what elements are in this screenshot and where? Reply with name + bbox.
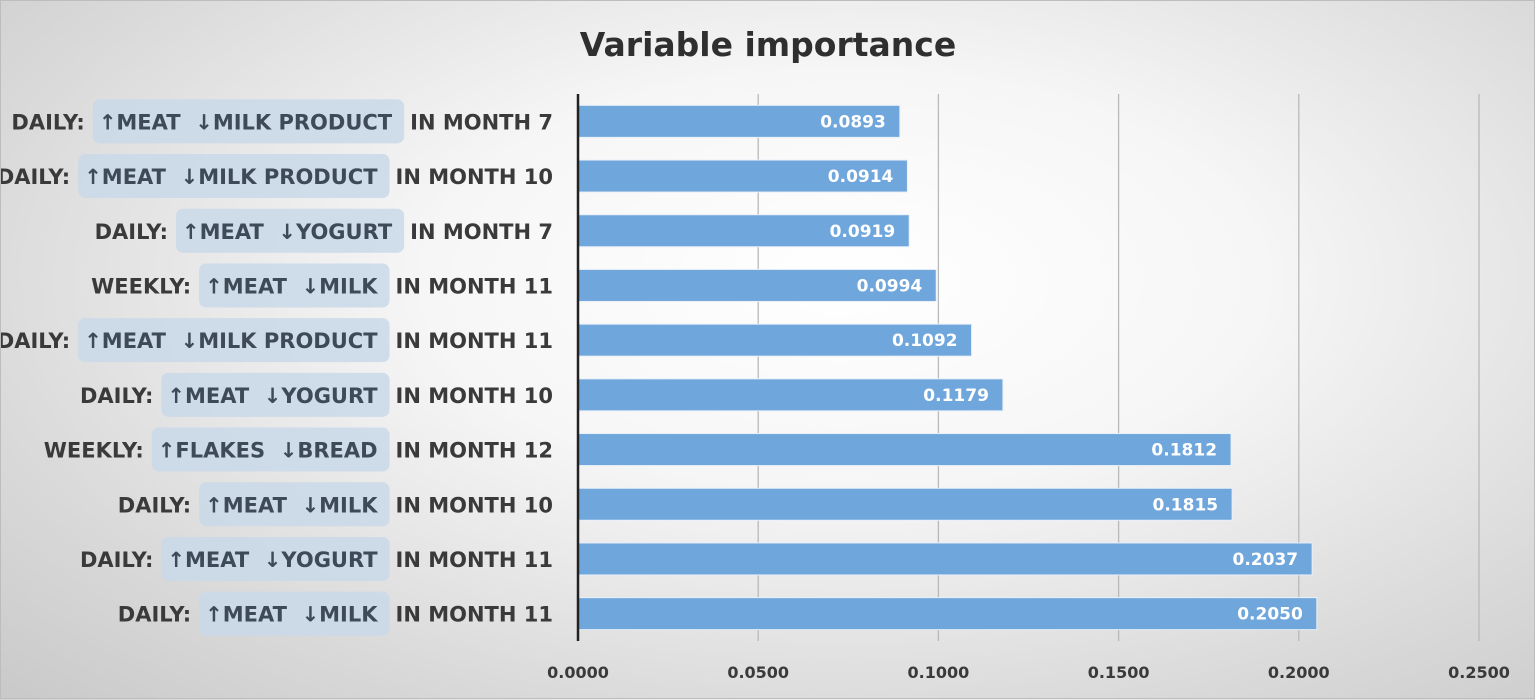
category-prefix: DAILY: <box>118 603 191 627</box>
category-label: IN MONTH 11 ↑MEAT ↓MILK DAILY: <box>118 591 553 636</box>
highlight-box <box>175 208 405 253</box>
data-label: 0.1812 <box>1151 441 1217 461</box>
category-label: IN MONTH 7 ↑MEAT ↓YOGURT DAILY: <box>95 208 553 253</box>
highlight-box <box>161 536 390 581</box>
bar <box>577 433 1232 467</box>
category-highlight: ↑MEAT ↓MILK PRODUCT <box>84 329 378 353</box>
category-suffix: IN MONTH 10 <box>396 493 553 517</box>
bar <box>577 378 1004 412</box>
category-highlight: ↑MEAT ↓YOGURT <box>167 384 378 408</box>
category-highlight: ↑MEAT ↓YOGURT <box>182 220 393 244</box>
highlight-box <box>161 372 390 417</box>
chart-title: Variable importance <box>580 25 956 64</box>
category-highlight: ↑MEAT ↓YOGURT <box>167 548 378 572</box>
category-label: IN MONTH 12 ↑FLAKES ↓BREAD WEEKLY: <box>44 427 553 472</box>
category-label: IN MONTH 11 ↑MEAT ↓MILK WEEKLY: <box>91 263 553 308</box>
category-label: IN MONTH 11 ↑MEAT ↓MILK PRODUCT DAILY: <box>1 318 553 363</box>
category-prefix: DAILY: <box>95 220 168 244</box>
category-highlight: ↑FLAKES ↓BREAD <box>158 439 378 463</box>
x-tick-label: 0.2000 <box>1268 663 1330 682</box>
bar <box>577 597 1318 631</box>
category-label: IN MONTH 10 ↑MEAT ↓MILK DAILY: <box>118 482 553 527</box>
category-suffix: IN MONTH 11 <box>396 329 553 353</box>
bar <box>577 542 1313 576</box>
category-label: IN MONTH 7 ↑MEAT ↓MILK PRODUCT DAILY: <box>11 99 553 144</box>
x-tick-label: 0.1500 <box>1088 663 1150 682</box>
bar <box>577 487 1233 521</box>
category-prefix: DAILY: <box>80 384 153 408</box>
category-suffix: IN MONTH 12 <box>396 439 553 463</box>
highlight-box <box>151 427 390 472</box>
bars: 0.0893 0.0914 0.0919 0.0994 0.1092 0.1179 0.18… <box>577 104 1318 631</box>
category-prefix: DAILY: <box>1 329 70 353</box>
data-label: 0.0919 <box>830 222 896 242</box>
category-prefix: DAILY: <box>118 493 191 517</box>
category-suffix: IN MONTH 7 <box>410 220 553 244</box>
highlight-box <box>78 318 390 363</box>
data-label: 0.1092 <box>892 331 958 351</box>
category-highlight: ↑MEAT ↓MILK PRODUCT <box>84 165 378 189</box>
category-label: IN MONTH 10 ↑MEAT ↓MILK PRODUCT DAILY: <box>1 154 553 199</box>
category-highlight: ↑MEAT ↓MILK PRODUCT <box>99 110 393 134</box>
bar <box>577 268 937 302</box>
x-tick-label: 0.0000 <box>547 663 609 682</box>
category-prefix: DAILY: <box>11 110 84 134</box>
bar <box>577 323 973 357</box>
x-axis-ticks: 0.0000 0.0500 0.1000 0.1500 0.2000 0.2500 <box>547 663 1510 682</box>
highlight-box <box>92 99 405 144</box>
highlight-box <box>78 154 390 199</box>
category-highlight: ↑MEAT ↓MILK <box>205 493 378 517</box>
category-prefix: WEEKLY: <box>91 274 191 298</box>
data-label: 0.1815 <box>1153 495 1219 515</box>
category-label: IN MONTH 10 ↑MEAT ↓YOGURT DAILY: <box>80 372 553 417</box>
category-suffix: IN MONTH 10 <box>396 165 553 189</box>
data-label: 0.0893 <box>820 112 886 132</box>
bar <box>577 214 910 248</box>
category-suffix: IN MONTH 11 <box>396 274 553 298</box>
category-highlight: ↑MEAT ↓MILK <box>205 274 378 298</box>
category-suffix: IN MONTH 11 <box>396 548 553 572</box>
category-prefix: DAILY: <box>80 548 153 572</box>
x-tick-label: 0.1000 <box>908 663 970 682</box>
category-prefix: DAILY: <box>1 165 70 189</box>
data-label: 0.2050 <box>1237 605 1303 625</box>
data-label: 0.0994 <box>857 276 923 296</box>
bar <box>577 104 901 138</box>
highlight-box <box>199 482 390 527</box>
data-label: 0.1179 <box>923 386 989 406</box>
category-prefix: WEEKLY: <box>44 439 144 463</box>
highlight-box <box>199 591 390 636</box>
x-tick-label: 0.0500 <box>727 663 789 682</box>
data-label: 0.2037 <box>1233 550 1299 570</box>
category-suffix: IN MONTH 11 <box>396 603 553 627</box>
category-label: IN MONTH 11 ↑MEAT ↓YOGURT DAILY: <box>80 536 553 581</box>
category-highlight: ↑MEAT ↓MILK <box>205 603 378 627</box>
highlight-box <box>199 263 390 308</box>
x-tick-label: 0.2500 <box>1448 663 1510 682</box>
data-label: 0.0914 <box>828 167 894 187</box>
category-suffix: IN MONTH 10 <box>396 384 553 408</box>
category-suffix: IN MONTH 7 <box>410 110 553 134</box>
